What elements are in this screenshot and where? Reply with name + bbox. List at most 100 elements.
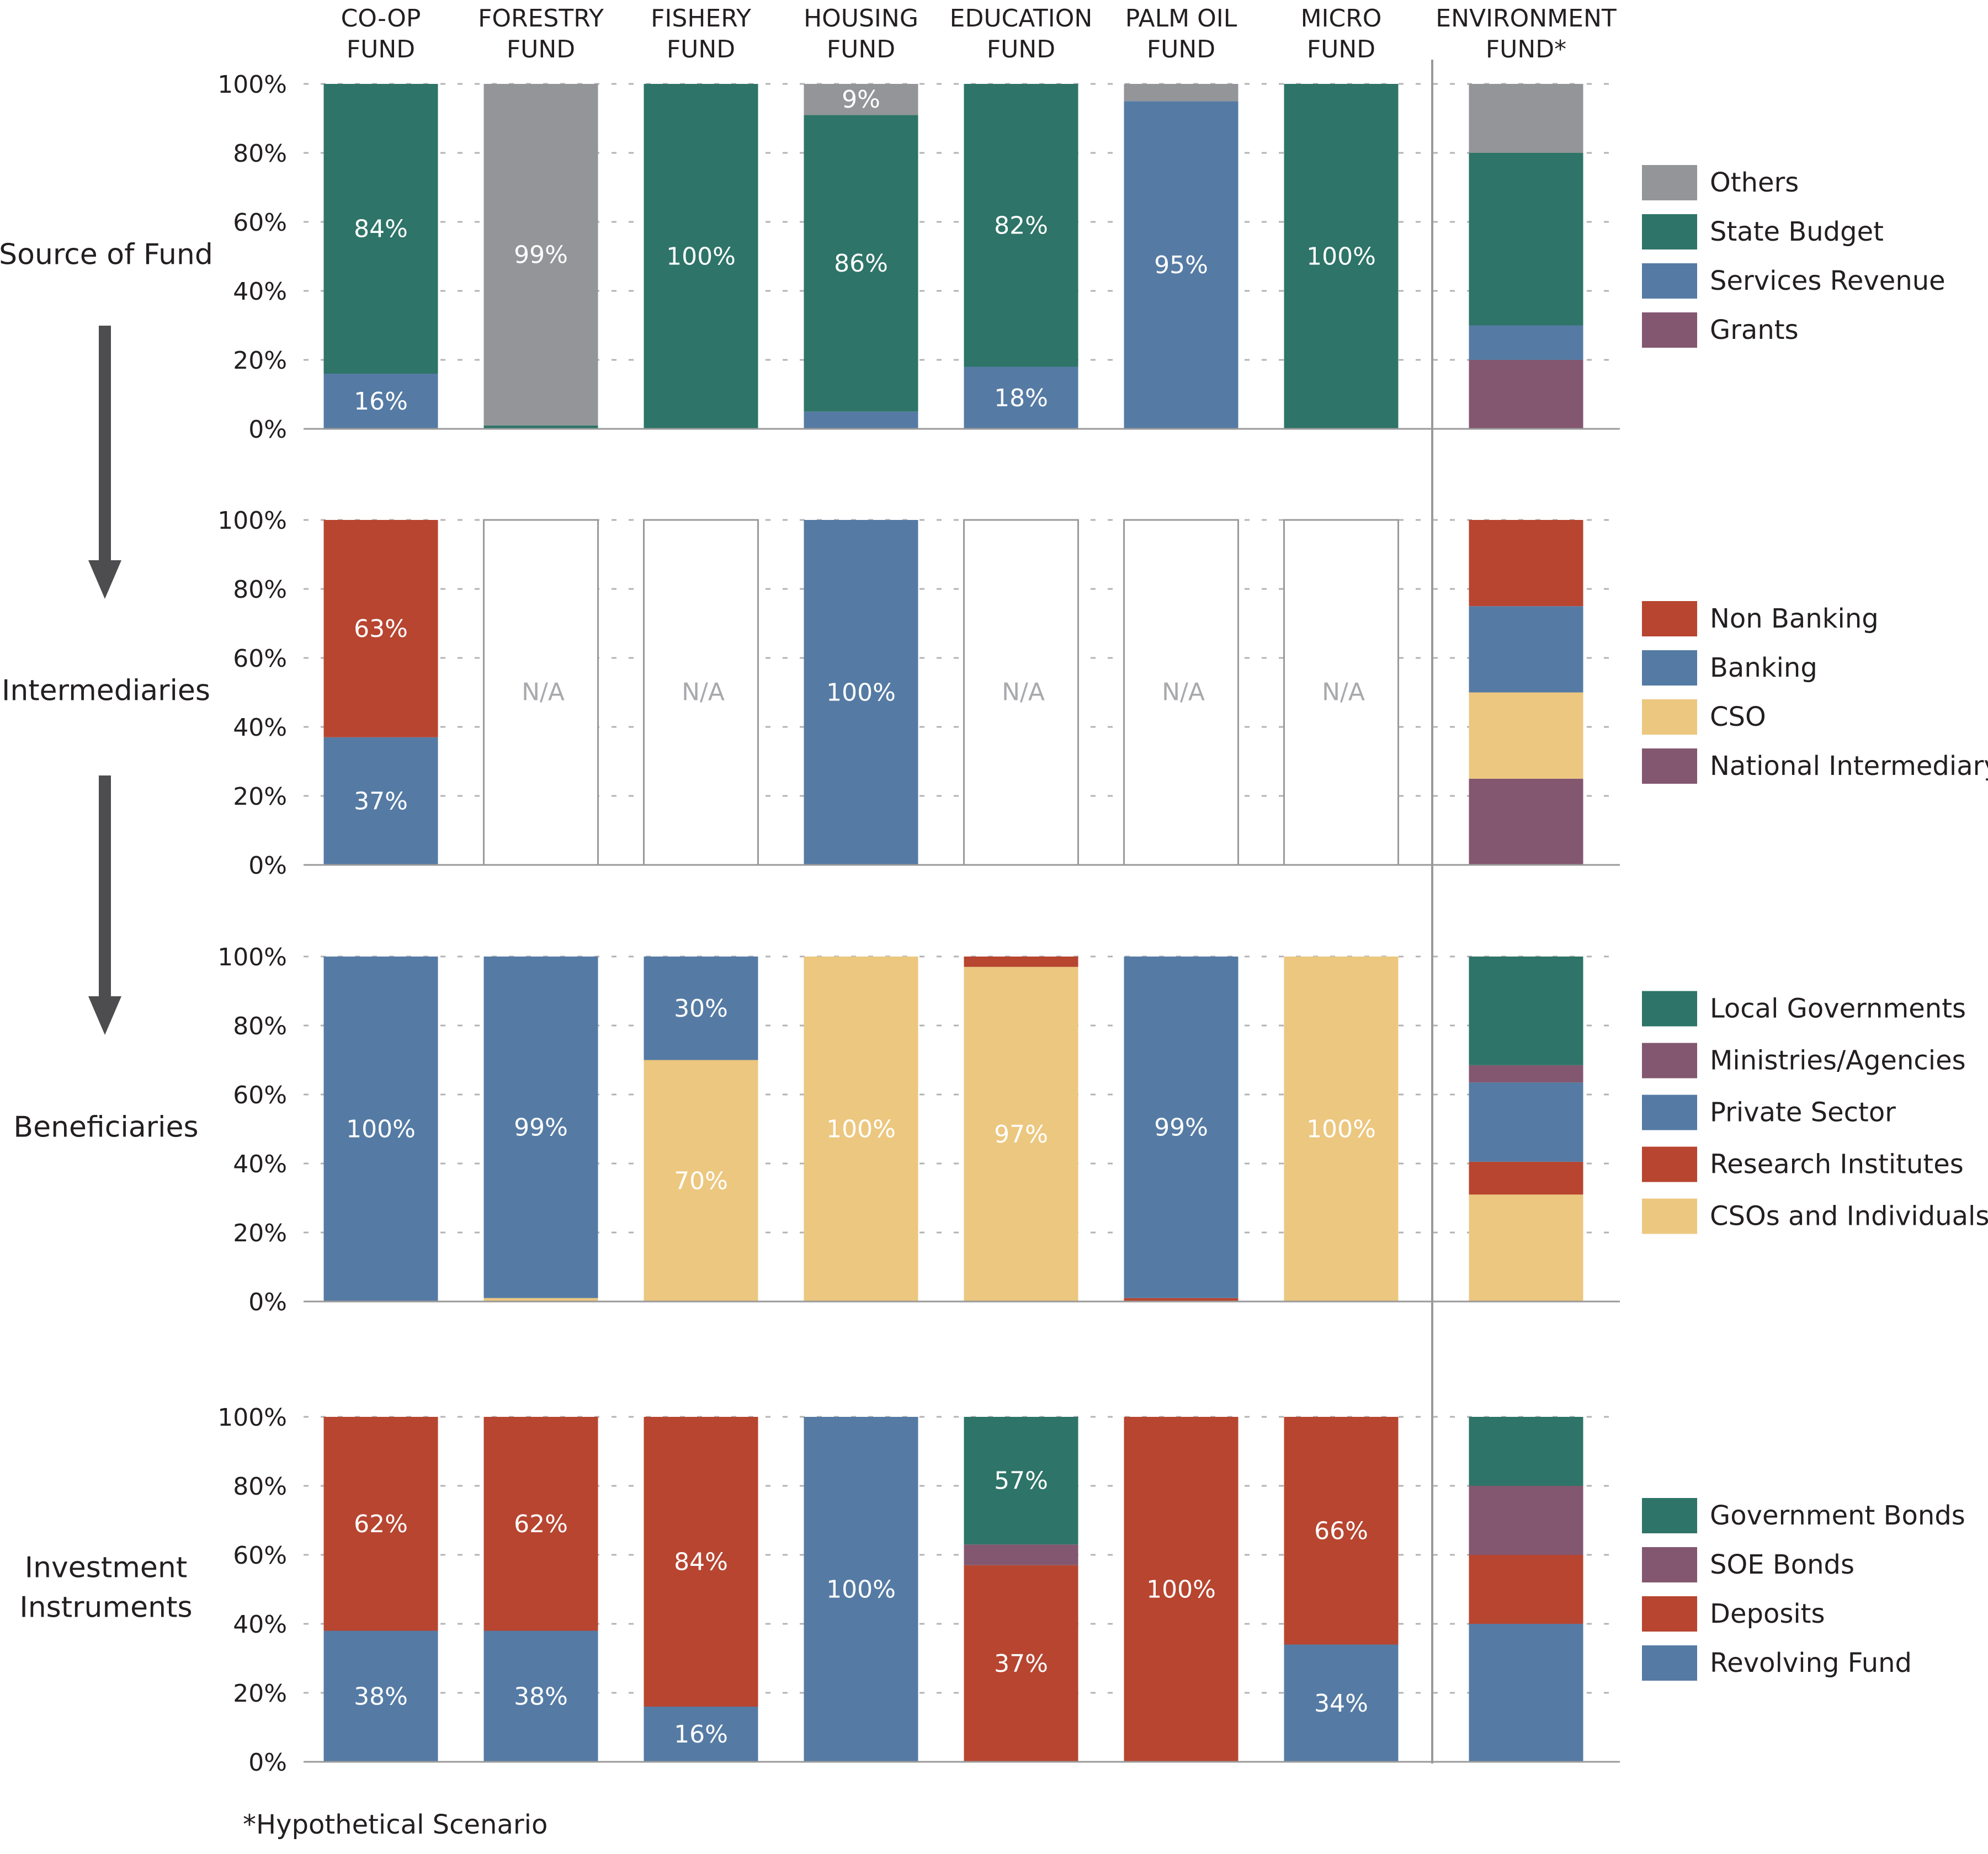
y-tick-label: 0%	[248, 416, 287, 444]
na-bar	[643, 519, 759, 866]
column-header-line1: CO-OP	[341, 4, 421, 33]
column-header-line2: FUND	[1307, 35, 1375, 63]
flow-arrow-head	[88, 996, 121, 1035]
bar-segment-soe-bonds	[1469, 1486, 1583, 1555]
data-label: 99%	[514, 1113, 568, 1141]
data-label: 82%	[994, 211, 1048, 240]
legend-swatch	[1642, 748, 1697, 784]
legend-label: Services Revenue	[1710, 265, 1946, 296]
data-label: 70%	[674, 1167, 728, 1195]
column-header-line2: FUND	[667, 35, 735, 63]
bar-segment-services-revenue	[1469, 325, 1583, 360]
bar-segment-revolving-fund	[804, 1417, 918, 1762]
legend-label: Deposits	[1710, 1598, 1825, 1629]
data-label: 100%	[1306, 1115, 1376, 1144]
y-tick-label: 40%	[233, 278, 287, 306]
data-label: 100%	[1146, 1576, 1216, 1604]
y-tick-label: 100%	[217, 507, 287, 535]
bar-segment-others	[1124, 84, 1238, 102]
column-header-line2: FUND	[1147, 35, 1215, 63]
bar-segment-government-bonds	[964, 1417, 1078, 1545]
legend-label: Grants	[1710, 315, 1799, 346]
bar-segment-revolving-fund	[644, 1707, 758, 1762]
y-tick-label: 100%	[217, 71, 287, 99]
bar-segment-revolving-fund	[1469, 1624, 1583, 1762]
y-tick-label: 60%	[233, 1542, 287, 1570]
data-label: 62%	[514, 1510, 568, 1538]
legend-label: CSOs and Individuals	[1710, 1201, 1988, 1232]
flow-arrow-head	[88, 560, 121, 599]
legend-swatch	[1642, 312, 1697, 348]
panel-source-of-fund: 0% 20% 40% 60% 80% 100% Source of Fund 16% 84% 99…	[0, 71, 1946, 444]
data-label: 57%	[994, 1467, 1048, 1495]
y-tick-label: 60%	[233, 1081, 287, 1109]
column-header-line1: FISHERY	[651, 4, 751, 33]
na-bar	[1123, 519, 1239, 866]
legend-swatch	[1642, 1645, 1697, 1681]
bar-segment-state-budget	[323, 84, 438, 374]
data-label: 100%	[826, 679, 896, 707]
y-tick-label: 40%	[233, 714, 287, 742]
data-label: 84%	[354, 215, 408, 243]
legend-label: Government Bonds	[1710, 1500, 1965, 1531]
bar-segment-csos-and-individuals	[1469, 1194, 1583, 1301]
legend-swatch	[1642, 1095, 1697, 1130]
bar-segment-banking	[323, 737, 438, 865]
data-label: 100%	[346, 1115, 416, 1144]
bar-segment-research-institutes	[1469, 1161, 1583, 1195]
legend-swatch	[1642, 1596, 1697, 1632]
legend-label: CSO	[1710, 702, 1766, 732]
y-tick-label: 40%	[233, 1150, 287, 1178]
bar-segment-others	[1469, 84, 1583, 153]
y-tick-label: 0%	[248, 1288, 287, 1316]
legend-swatch	[1642, 1547, 1697, 1582]
column-header-line1: HOUSING	[804, 4, 918, 33]
data-label: 95%	[1154, 251, 1208, 279]
na-label: N/A	[522, 678, 565, 706]
bar-segment-cso	[1469, 692, 1583, 779]
data-label: 37%	[994, 1650, 1048, 1678]
bar-segment-non-banking	[1469, 520, 1583, 607]
legend-label: Revolving Fund	[1710, 1648, 1912, 1678]
legend-swatch	[1642, 650, 1697, 686]
y-tick-label: 80%	[233, 1012, 287, 1040]
data-label: 99%	[514, 241, 568, 269]
y-tick-label: 20%	[233, 783, 287, 811]
row-label: Investment	[25, 1552, 188, 1585]
y-tick-label: 100%	[217, 943, 287, 971]
bar-segment-private-sector	[1124, 957, 1238, 1298]
na-bar	[963, 519, 1079, 866]
bar-segment-local-governments	[1469, 957, 1583, 1065]
bar-segment-state-budget	[1284, 84, 1399, 429]
legend-swatch	[1642, 214, 1697, 249]
bar-segment-research-institutes	[1124, 1298, 1238, 1301]
bar-segment-services-revenue	[964, 366, 1078, 429]
bar-segment-private-sector	[644, 957, 758, 1060]
legend-swatch	[1642, 1498, 1697, 1533]
column-header-line1: MICRO	[1301, 4, 1382, 33]
bar-segment-state-budget	[483, 425, 598, 429]
bar-segment-revolving-fund	[323, 1630, 438, 1762]
bar-segment-state-budget	[964, 84, 1078, 367]
data-label: 100%	[826, 1576, 896, 1604]
legend-label: SOE Bonds	[1710, 1549, 1854, 1580]
data-label: 100%	[1306, 243, 1376, 271]
column-header-line2: FUND*	[1486, 35, 1566, 63]
bar-segment-deposits	[644, 1417, 758, 1707]
legend-swatch	[1642, 1146, 1697, 1182]
legend-label: Local Governments	[1710, 994, 1966, 1024]
y-tick-label: 80%	[233, 576, 287, 604]
y-tick-label: 60%	[233, 645, 287, 673]
data-label: 9%	[842, 86, 880, 114]
legend-label: State Budget	[1710, 216, 1884, 247]
data-label: 38%	[354, 1682, 408, 1710]
data-label: 66%	[1314, 1517, 1368, 1545]
data-label: 86%	[834, 249, 888, 278]
footnote: *Hypothetical Scenario	[243, 1809, 548, 1840]
column-header-line2: FUND	[987, 35, 1055, 63]
bar-segment-services-revenue	[323, 374, 438, 429]
column-header-line1: PALM OIL	[1125, 4, 1237, 33]
y-tick-label: 0%	[248, 852, 287, 880]
data-label: 100%	[666, 243, 736, 271]
